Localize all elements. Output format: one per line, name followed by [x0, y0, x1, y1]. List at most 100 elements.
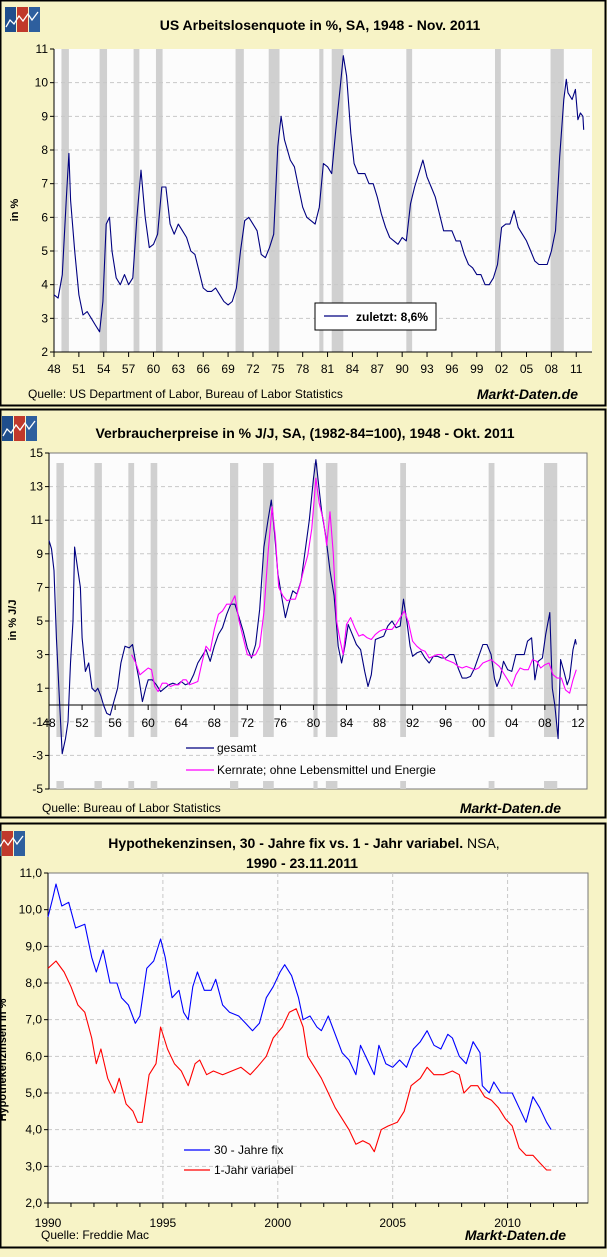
legend-label-total: gesamt [217, 741, 257, 755]
x-tick-label: 87 [371, 362, 385, 376]
x-tick-label: 93 [420, 362, 434, 376]
y-tick-label: 10,0 [19, 903, 43, 917]
recession-band [150, 781, 158, 789]
chart-title: Hypothekenzinsen, 30 - Jahre fix vs. 1 -… [108, 835, 499, 851]
y-tick-label: 3 [36, 648, 43, 662]
x-tick-label: 2000 [264, 1216, 291, 1230]
recession-band [268, 49, 280, 352]
recession-band [99, 49, 108, 352]
y-tick-label: -5 [32, 782, 43, 796]
x-tick-label: 96 [445, 362, 459, 376]
x-tick-label: 2010 [494, 1216, 521, 1230]
chart-title-suffix: NSA, [467, 835, 500, 851]
chart-title: Verbraucherpreise in % J/J, SA, (1982-84… [95, 425, 514, 441]
recession-band [263, 463, 274, 737]
recession-band [155, 49, 163, 352]
x-tick-label: 48 [47, 362, 61, 376]
y-tick-label: 9 [36, 547, 43, 561]
y-tick-label: 4 [41, 278, 48, 292]
recession-band [313, 781, 318, 789]
x-tick-label: 08 [538, 716, 552, 730]
legend: 30 - Jahre fix 1-Jahr variabel [184, 1143, 293, 1177]
x-tick-label: 05 [520, 362, 534, 376]
recession-band [61, 49, 69, 352]
recession-band [229, 781, 239, 789]
recession-band [235, 49, 244, 352]
y-tick-label: 3,0 [25, 1159, 42, 1173]
chart-title-main: Hypothekenzinsen, 30 - Jahre fix vs. 1 -… [108, 835, 463, 851]
recession-band [128, 781, 135, 789]
recession-band [56, 463, 64, 737]
recession-band [263, 781, 274, 789]
recession-band [495, 49, 501, 352]
unemployment-panel: US Arbeitslosenquote in %, SA, 1948 - No… [0, 0, 607, 407]
y-tick-label: 7,0 [25, 1013, 42, 1027]
y-tick-label: 8 [41, 143, 48, 157]
cpi-panel: Verbraucherpreise in % J/J, SA, (1982-84… [0, 408, 607, 819]
recession-band [488, 463, 495, 737]
y-tick-label: 7 [41, 177, 48, 191]
y-tick-label: 11,0 [20, 866, 43, 880]
x-tick-label: 92 [406, 716, 420, 730]
recession-band [133, 49, 140, 352]
y-tick-label: 6 [41, 210, 48, 224]
y-axis-label: in % J/J [7, 600, 19, 641]
y-tick-label: 13 [30, 480, 44, 494]
y-tick-label: 5,0 [25, 1086, 42, 1100]
mortgage-panel: Hypothekenzinsen, 30 - Jahre fix vs. 1 -… [0, 822, 607, 1249]
x-tick-label: 78 [296, 362, 310, 376]
x-tick-label: 51 [72, 362, 86, 376]
recession-band [488, 781, 495, 789]
series-line-2 [47, 960, 552, 1171]
x-tick-label: 2005 [379, 1216, 406, 1230]
y-tick-label: 5 [36, 614, 43, 628]
recession-band [406, 49, 413, 352]
x-tick-label: 90 [395, 362, 409, 376]
recession-band [94, 781, 102, 789]
x-tick-label: 04 [505, 716, 519, 730]
x-tick-label: 96 [439, 716, 453, 730]
logo-icon [2, 416, 37, 441]
x-tick-label: 81 [321, 362, 335, 376]
x-tick-label: 52 [75, 716, 89, 730]
recession-band [325, 781, 338, 789]
source-note: Quelle: Freddie Mac [41, 1228, 149, 1242]
y-tick-label: 15 [30, 446, 44, 460]
legend-label-variable: 1-Jahr variabel [214, 1163, 293, 1177]
recession-band [544, 781, 558, 789]
x-tick-label: 69 [221, 362, 235, 376]
x-tick-label: 64 [175, 716, 189, 730]
source-note: Quelle: US Department of Labor, Bureau o… [28, 387, 343, 401]
recession-band [325, 463, 338, 737]
x-tick-label: 66 [197, 362, 211, 376]
x-tick-label: 68 [208, 716, 222, 730]
y-axis-label: Hypothekenzinsen in % [0, 998, 9, 1121]
recession-band [313, 463, 318, 737]
y-tick-label: 5 [41, 244, 48, 258]
x-tick-label: 88 [373, 716, 387, 730]
x-tick-label: 99 [470, 362, 484, 376]
x-tick-label: 72 [241, 716, 255, 730]
series-line-1 [53, 55, 585, 333]
x-tick-label: 63 [172, 362, 186, 376]
x-tick-label: 00 [472, 716, 486, 730]
chart-title: US Arbeitslosenquote in %, SA, 1948 - No… [160, 17, 481, 33]
series-line-1 [48, 459, 577, 755]
x-tick-label: 56 [108, 716, 122, 730]
recession-band [128, 463, 135, 737]
legend-label-core: Kernrate; ohne Lebensmittel und Energie [217, 763, 436, 777]
x-tick-label: 75 [271, 362, 285, 376]
x-tick-label: 76 [274, 716, 288, 730]
y-tick-label: 1 [36, 681, 43, 695]
brand-watermark: Markt-Daten.de [477, 386, 578, 402]
recession-band [229, 463, 239, 737]
recession-band [331, 49, 344, 352]
recession-band [94, 463, 102, 737]
recession-band [56, 781, 64, 789]
x-tick-label: 54 [97, 362, 111, 376]
brand-watermark: Markt-Daten.de [460, 800, 561, 816]
y-tick-label: 3 [41, 311, 48, 325]
legend: gesamt Kernrate; ohne Lebensmittel und E… [186, 741, 436, 777]
